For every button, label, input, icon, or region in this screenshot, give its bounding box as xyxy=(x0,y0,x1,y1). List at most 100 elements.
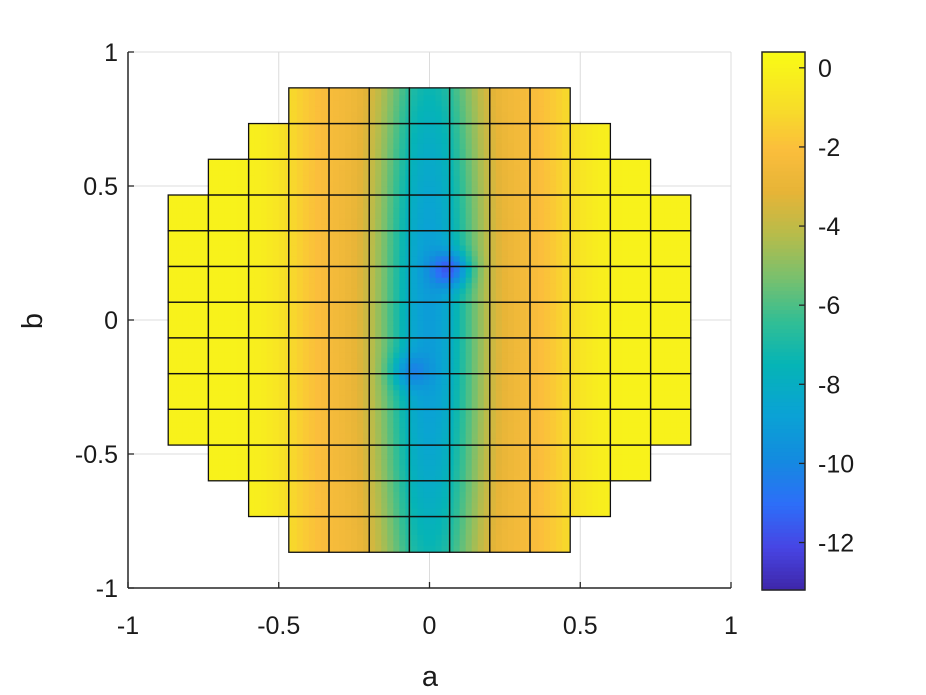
heat-pixel xyxy=(230,261,238,267)
heat-pixel xyxy=(290,223,298,230)
heat-pixel xyxy=(218,293,226,300)
heat-pixel xyxy=(200,486,207,493)
heat-pixel xyxy=(351,378,358,385)
heat-pixel xyxy=(170,539,177,546)
heat-pixel xyxy=(466,79,473,85)
heat-pixel xyxy=(465,228,473,235)
heat-pixel xyxy=(254,518,262,525)
heat-pixel xyxy=(459,196,467,203)
heat-pixel xyxy=(188,116,195,123)
heat-pixel xyxy=(212,400,220,407)
heat-pixel xyxy=(212,314,220,321)
heat-pixel xyxy=(381,400,388,407)
heat-pixel xyxy=(230,287,238,294)
heat-pixel xyxy=(158,513,165,519)
heat-pixel xyxy=(483,100,491,107)
heat-pixel xyxy=(296,518,304,525)
heat-pixel xyxy=(272,228,280,235)
heat-pixel xyxy=(260,480,268,487)
heat-pixel xyxy=(188,320,195,326)
heat-pixel xyxy=(387,218,394,225)
heat-pixel xyxy=(387,486,394,493)
heat-pixel xyxy=(477,496,485,503)
heat-pixel xyxy=(188,148,195,155)
heat-pixel xyxy=(447,180,455,187)
heat-pixel xyxy=(272,223,280,230)
heat-pixel xyxy=(158,250,165,256)
heat-pixel xyxy=(284,127,292,133)
heat-pixel xyxy=(236,175,244,182)
heat-pixel xyxy=(459,454,467,460)
heat-pixel xyxy=(453,368,461,375)
heat-pixel xyxy=(224,116,232,123)
heat-pixel xyxy=(339,373,346,380)
heat-pixel xyxy=(381,395,388,401)
heat-pixel xyxy=(218,87,226,91)
heat-pixel xyxy=(326,261,334,267)
heat-pixel xyxy=(158,165,165,171)
heat-pixel xyxy=(339,475,346,482)
heat-pixel xyxy=(218,250,226,257)
heat-pixel xyxy=(302,523,310,530)
heat-pixel xyxy=(176,87,183,91)
heat-pixel xyxy=(194,368,201,375)
heat-pixel xyxy=(158,320,165,326)
heat-pixel xyxy=(254,100,262,107)
heat-pixel xyxy=(326,432,334,439)
heat-pixel xyxy=(429,411,437,418)
heat-pixel xyxy=(290,411,298,418)
heat-pixel xyxy=(254,137,262,144)
heat-pixel xyxy=(266,470,274,477)
heat-pixel xyxy=(471,105,479,112)
heat-pixel xyxy=(200,330,207,337)
heat-pixel xyxy=(351,395,358,401)
heat-pixel xyxy=(182,389,189,396)
heat-pixel xyxy=(284,202,292,209)
heat-pixel xyxy=(339,261,346,267)
heat-pixel xyxy=(393,110,400,117)
heat-pixel xyxy=(333,261,340,267)
heat-pixel xyxy=(296,464,304,471)
heat-pixel xyxy=(351,518,358,525)
heat-pixel xyxy=(381,159,388,166)
heat-pixel xyxy=(381,132,388,139)
heat-pixel xyxy=(296,218,304,225)
heat-pixel xyxy=(387,443,394,450)
heat-pixel xyxy=(393,346,400,353)
heat-pixel xyxy=(345,362,352,369)
heat-pixel xyxy=(363,137,370,144)
heat-pixel xyxy=(453,303,461,310)
heat-pixel xyxy=(447,539,455,546)
heat-pixel xyxy=(224,159,232,166)
heat-pixel xyxy=(242,228,250,235)
heat-pixel xyxy=(411,234,419,241)
heat-pixel xyxy=(441,518,449,525)
heat-pixel xyxy=(333,191,340,198)
heat-pixel xyxy=(333,550,340,553)
heat-pixel xyxy=(357,400,364,407)
heat-pixel xyxy=(441,309,449,316)
heat-pixel xyxy=(459,518,467,525)
heat-pixel xyxy=(429,287,437,294)
heat-pixel xyxy=(194,143,201,150)
heat-pixel xyxy=(158,202,165,208)
heat-pixel xyxy=(278,191,286,198)
heat-pixel xyxy=(260,303,268,310)
heat-pixel xyxy=(254,277,262,284)
heat-pixel xyxy=(302,105,310,112)
heat-pixel xyxy=(248,341,256,348)
heat-pixel xyxy=(405,121,413,128)
heat-pixel xyxy=(333,132,340,139)
heat-pixel xyxy=(333,266,340,273)
heat-pixel xyxy=(266,325,274,332)
heat-pixel xyxy=(471,427,479,434)
heat-pixel xyxy=(168,100,171,107)
heat-pixel xyxy=(326,159,334,166)
heat-pixel xyxy=(423,127,431,133)
heat-pixel xyxy=(290,529,298,535)
heat-pixel xyxy=(260,293,268,300)
heat-pixel xyxy=(278,368,286,375)
heat-pixel xyxy=(182,191,189,198)
heat-pixel xyxy=(212,362,220,369)
heat-pixel xyxy=(369,432,376,439)
